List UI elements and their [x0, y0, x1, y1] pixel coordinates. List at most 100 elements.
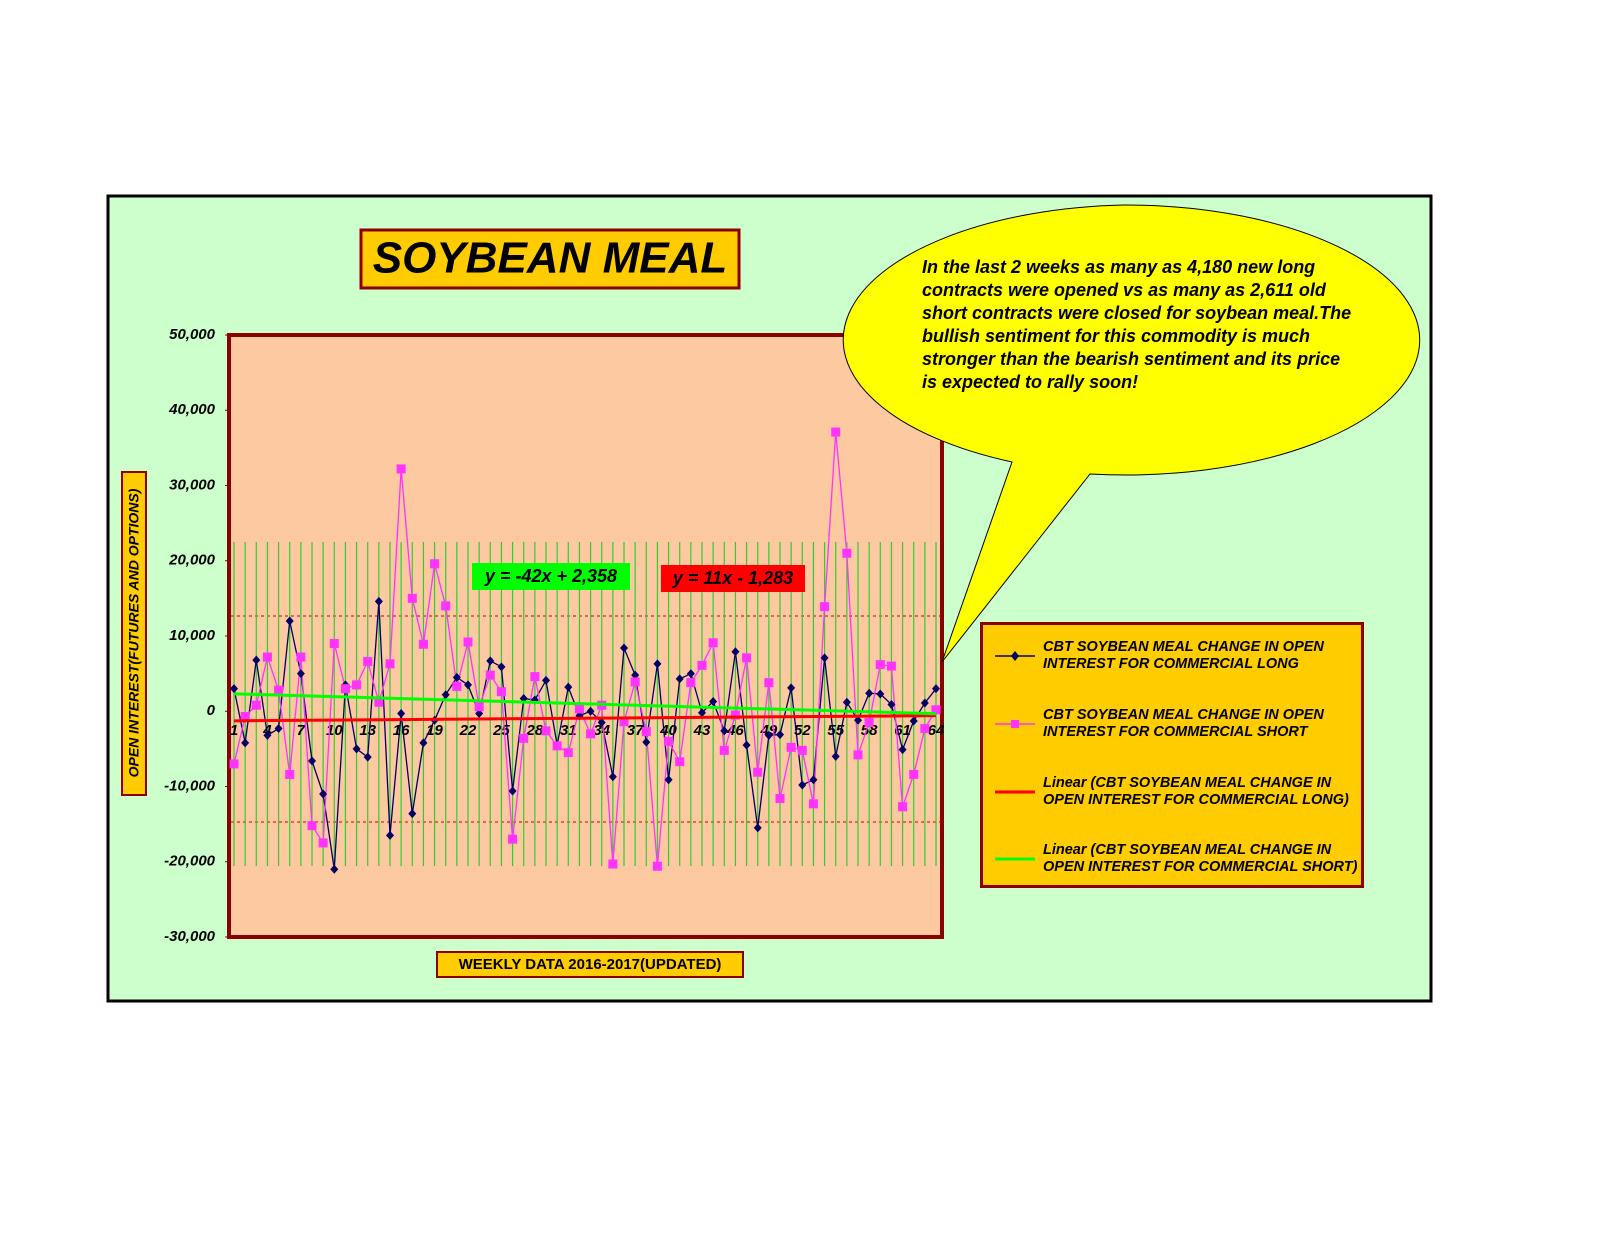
point	[820, 653, 829, 663]
point	[898, 745, 907, 755]
point	[887, 699, 896, 709]
legend-symbol	[995, 651, 1035, 661]
point	[408, 809, 417, 819]
point	[441, 601, 451, 611]
point	[886, 661, 896, 671]
point	[563, 748, 573, 758]
point	[463, 637, 473, 647]
equations: y = 11x - 1,283 y = -42x + 2,358	[472, 563, 805, 592]
point	[709, 696, 718, 706]
point	[932, 684, 940, 694]
point	[708, 638, 718, 648]
point	[307, 821, 317, 831]
point	[229, 759, 239, 769]
point	[542, 675, 550, 685]
y-tick-label: 30,000	[169, 476, 216, 493]
legend-label: CBT SOYBEAN MEAL CHANGE IN OPEN INTEREST…	[1043, 707, 1324, 740]
equation-label: y = -42x + 2,358	[484, 566, 617, 586]
point	[285, 769, 295, 779]
point	[620, 643, 628, 653]
point	[396, 464, 406, 474]
point	[363, 657, 373, 667]
marks	[229, 427, 941, 874]
legend-item: Linear (CBT SOYBEAN MEAL CHANGE IN OPEN …	[993, 775, 1358, 815]
x-tick-label: 1	[230, 722, 238, 739]
point	[776, 730, 784, 740]
point	[241, 738, 250, 748]
chart-title: SOYBEAN MEAL	[373, 234, 727, 283]
x-tick-label: 52	[794, 722, 811, 739]
x-tick-label: 16	[393, 722, 410, 739]
x-tick-label: 43	[693, 722, 711, 739]
point	[308, 756, 316, 766]
point	[864, 718, 874, 728]
point	[452, 681, 462, 691]
x-label-box	[436, 951, 744, 978]
point	[452, 672, 461, 682]
point	[475, 709, 484, 719]
point	[352, 680, 362, 690]
point	[240, 712, 250, 722]
point	[586, 706, 595, 716]
point	[842, 548, 852, 558]
point	[831, 427, 841, 437]
legend-label: CBT SOYBEAN MEAL CHANGE IN OPEN INTEREST…	[1043, 639, 1324, 672]
legend-label: Linear (CBT SOYBEAN MEAL CHANGE IN OPEN …	[1043, 842, 1358, 875]
legend-symbol	[995, 857, 1035, 861]
point	[586, 729, 596, 739]
series-line	[233, 601, 937, 870]
y-tick-label: -10,000	[164, 777, 216, 794]
point	[652, 861, 662, 871]
point	[474, 702, 484, 712]
point	[441, 690, 450, 700]
x-tick-label: 22	[459, 722, 477, 739]
point	[352, 744, 361, 754]
point	[296, 669, 305, 679]
legend-marker	[1011, 720, 1019, 728]
x-tick-label: 7	[297, 722, 306, 739]
y-label-box	[121, 471, 147, 796]
point	[574, 704, 584, 714]
point	[419, 738, 428, 748]
legend-symbol	[995, 790, 1035, 794]
x-axis-label: WEEKLY DATA 2016-2017(UPDATED)	[459, 956, 722, 973]
callout-text: In the last 2 weeks as many as 4,180 new…	[922, 257, 1352, 392]
point	[764, 730, 773, 740]
point	[385, 659, 395, 669]
point	[698, 708, 706, 718]
y-axis-label: OPEN INTEREST(FUTURES AND OPTIONS)	[126, 488, 142, 777]
point	[274, 724, 283, 734]
point	[330, 864, 339, 874]
point	[809, 775, 818, 785]
point	[319, 789, 328, 799]
point	[608, 859, 618, 869]
equation-box	[472, 563, 630, 590]
legend-label: Linear (CBT SOYBEAN MEAL CHANGE IN OPEN …	[1043, 775, 1349, 808]
point	[787, 683, 796, 693]
x-tick-label: 37	[627, 722, 644, 739]
point	[641, 727, 651, 737]
point	[251, 700, 261, 710]
point	[686, 669, 695, 679]
x-tick-label: 64	[928, 722, 945, 739]
point	[318, 838, 328, 848]
point	[675, 757, 685, 767]
point	[686, 678, 696, 688]
point	[842, 697, 851, 707]
trendline	[233, 714, 937, 723]
point	[496, 687, 506, 697]
point	[230, 684, 238, 694]
point	[720, 726, 729, 736]
legend-marker	[1011, 651, 1019, 661]
x-tick-label: 13	[359, 722, 376, 739]
legend-item: Linear (CBT SOYBEAN MEAL CHANGE IN OPEN …	[993, 842, 1358, 882]
legend-symbol	[995, 720, 1035, 728]
point	[664, 775, 673, 785]
point	[608, 772, 617, 782]
point	[497, 662, 506, 672]
point	[798, 780, 807, 790]
point	[853, 750, 863, 760]
point	[764, 678, 774, 688]
point	[909, 769, 919, 779]
point	[831, 751, 840, 761]
